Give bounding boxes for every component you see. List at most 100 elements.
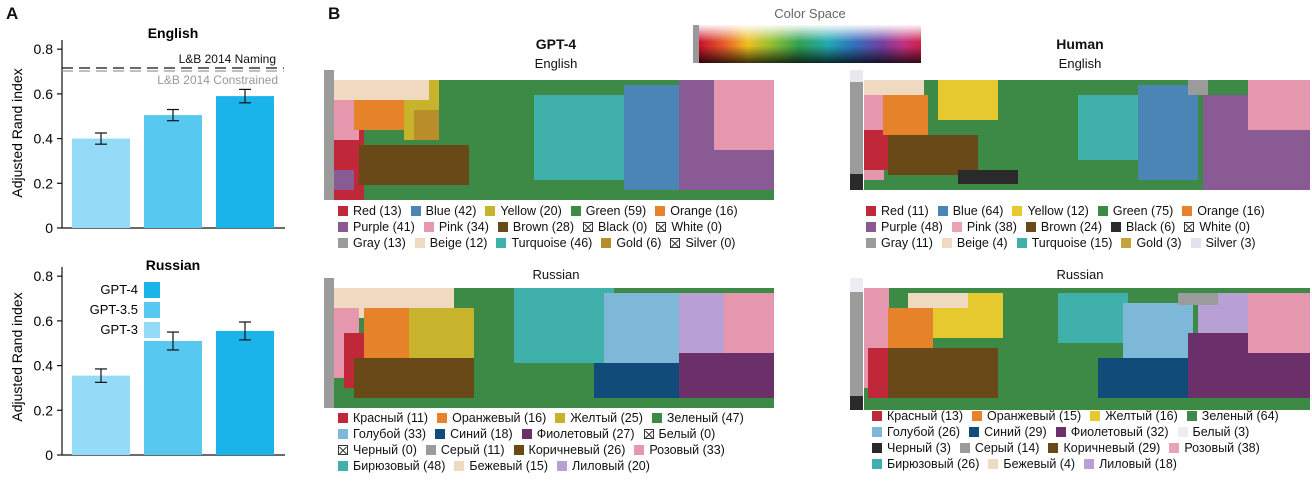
legend-row: Красный (11) Оранжевый (16) Желтый (25) Зел… — [338, 410, 753, 426]
color-space-strip — [693, 25, 921, 63]
color-region-dblue — [1098, 358, 1198, 398]
legend-item: Pink (38) — [951, 220, 1017, 235]
legend-swatch — [437, 413, 448, 423]
legend-text: Brown (28) — [512, 219, 575, 234]
legend-text: Blue (64) — [952, 203, 1004, 218]
legend-swatch — [338, 222, 348, 232]
legend-text: Blue (42) — [425, 203, 477, 218]
legend-item: Красный (13) — [872, 409, 963, 424]
legend-text: White (0) — [671, 219, 723, 234]
legend-item: Фиолетовый (32) — [1055, 425, 1169, 440]
legend-text: Бежевый (4) — [1003, 456, 1076, 471]
legend-swatch — [521, 429, 532, 439]
legend-text: Gold (6) — [616, 235, 662, 250]
legend-text: Красный (11) — [353, 410, 429, 425]
legend-item: Gray (13) — [338, 236, 406, 251]
russian-bar-gpt-4 — [216, 330, 274, 455]
map-human-russian — [850, 278, 1310, 410]
human-title: Human — [1056, 36, 1104, 52]
legend-row: Голубой (33) Синий (18) Фиолетовый (27) Бел… — [338, 426, 753, 442]
legend-row: Gray (13) Beige (12) Turquoise (46) Gold (6… — [338, 235, 747, 251]
legend-gpt4-label: GPT-4 — [100, 282, 138, 297]
legend-item: Purple (48) — [866, 220, 943, 235]
legend-swatch — [1186, 411, 1197, 421]
color-region-blue — [624, 85, 679, 190]
legend-swatch — [435, 429, 446, 439]
legend-swatch — [1190, 238, 1201, 248]
color-region-turq — [514, 288, 614, 363]
color-region-beige — [908, 293, 968, 308]
legend-item: White (0) — [656, 220, 722, 235]
legend-item: Turquoise (15) — [1016, 236, 1112, 251]
english-bar-gpt-3 — [72, 138, 130, 228]
legend-item: Серый (14) — [959, 440, 1040, 456]
legend-item: Оранжевый (16) — [437, 411, 546, 426]
legend-item: Черный (0) — [338, 443, 417, 458]
legend-text: White (0) — [1199, 219, 1251, 234]
legend-text: Черный (0) — [353, 442, 417, 457]
legend-text: Black (6) — [1126, 219, 1176, 234]
legend-row: Red (11) Blue (64) Yellow (12) Green (75) Or… — [866, 203, 1274, 219]
legend-text: Лиловый (18) — [1099, 456, 1177, 471]
legend-text: Желтый (25) — [570, 410, 643, 425]
ref-constrained-label: L&B 2014 Constrained — [157, 73, 278, 87]
legend-item: Yellow (20) — [485, 204, 562, 219]
legend-swatch — [866, 222, 876, 232]
gpt4-title: GPT-4 — [535, 36, 577, 52]
legend-item: Silver (0) — [670, 236, 735, 251]
legend-text: Red (13) — [353, 203, 402, 218]
color-region-pink — [1248, 80, 1310, 130]
legend-absent-icon — [338, 445, 348, 455]
legend-text: Синий (29) — [984, 424, 1047, 439]
legend-absent-icon — [643, 429, 654, 439]
legend-text: Yellow (12) — [1027, 203, 1089, 218]
legend-item: Черный (3) — [872, 441, 951, 456]
legend-swatch — [513, 445, 524, 455]
legend-swatch — [1055, 427, 1066, 437]
legend-item: Black (0) — [583, 220, 647, 235]
legend-swatch — [1084, 459, 1095, 469]
legend-text: Оранжевый (16) — [452, 410, 547, 425]
color-region-green — [479, 80, 529, 190]
legend-absent-icon — [656, 222, 667, 232]
legend-swatch — [338, 206, 348, 216]
legend-item: Pink (34) — [423, 220, 489, 235]
map-human-english — [850, 70, 1310, 190]
legend-item: Фиолетовый (27) — [521, 427, 635, 442]
legend-text: Бежевый (15) — [469, 458, 549, 473]
legend-gpt35-label: GPT-3.5 — [90, 302, 138, 317]
legend-text: Beige (12) — [429, 235, 488, 250]
legend-text: Розовый (38) — [1184, 440, 1260, 455]
legend-row: Красный (13) Оранжевый (15) Желтый (16) Зел… — [872, 408, 1288, 424]
color-region-lblue — [1123, 303, 1193, 363]
legend-item: Голубой (26) — [872, 425, 960, 440]
legend-gpt4-english: Red (13) Blue (42) Yellow (20) Green (59) Or… — [338, 203, 747, 251]
legend-item: Розовый (33) — [634, 443, 725, 458]
legend-swatch — [634, 445, 645, 455]
legend-item: Розовый (38) — [1169, 440, 1260, 456]
legend-swatch — [496, 238, 507, 248]
legend-text: Лиловый (20) — [572, 458, 650, 473]
legend-gpt35-swatch — [144, 302, 160, 318]
map-gpt4-english — [324, 70, 774, 200]
color-region-brown — [888, 135, 978, 175]
legend-item: Blue (42) — [410, 203, 477, 219]
legend-item: Orange (16) — [655, 204, 738, 219]
legend-swatch — [872, 411, 882, 421]
legend-swatch — [972, 411, 983, 421]
russian-tick-label: 0.6 — [34, 313, 54, 329]
legend-gpt4-swatch — [144, 282, 160, 298]
legend-absent-icon — [1184, 222, 1195, 232]
legend-gpt3-swatch — [144, 322, 160, 338]
color-region-brown — [354, 358, 474, 398]
legend-item: Yellow (12) — [1012, 203, 1089, 219]
legend-swatch — [1182, 206, 1193, 216]
map-gpt4-russian — [324, 278, 774, 408]
legend-swatch — [959, 443, 970, 453]
legend-item: Beige (12) — [414, 235, 488, 251]
legend-swatch — [601, 238, 612, 248]
legend-text: Серый (14) — [974, 440, 1040, 455]
legend-text: Красный (13) — [887, 408, 964, 423]
russian-tick-label: 0 — [45, 447, 53, 463]
legend-item: Коричневый (29) — [1048, 441, 1160, 456]
